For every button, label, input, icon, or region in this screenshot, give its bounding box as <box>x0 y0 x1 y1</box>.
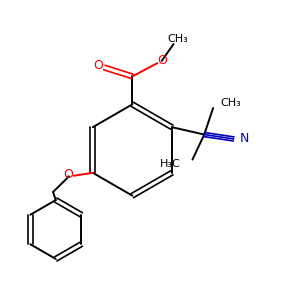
Text: CH₃: CH₃ <box>168 34 188 44</box>
Text: O: O <box>93 59 103 72</box>
Text: O: O <box>158 54 168 67</box>
Text: O: O <box>63 168 73 182</box>
Text: CH₃: CH₃ <box>220 98 241 108</box>
Text: H₃C: H₃C <box>160 159 181 169</box>
Text: N: N <box>240 132 250 145</box>
